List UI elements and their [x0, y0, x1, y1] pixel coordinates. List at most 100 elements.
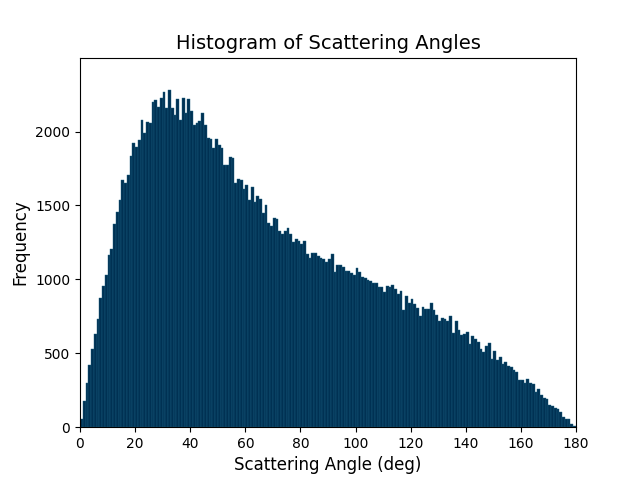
Bar — [460, 335, 463, 427]
Bar — [515, 372, 518, 427]
Bar — [356, 268, 358, 427]
Bar — [499, 358, 502, 427]
Bar — [513, 370, 515, 427]
Bar — [154, 100, 157, 427]
Bar — [557, 409, 559, 427]
Bar — [262, 214, 264, 427]
Bar — [281, 234, 284, 427]
Bar — [372, 284, 375, 427]
Bar — [303, 241, 306, 427]
Bar — [518, 380, 521, 427]
Bar — [438, 321, 441, 427]
Bar — [551, 407, 554, 427]
Bar — [383, 292, 386, 427]
Bar — [323, 259, 325, 427]
Bar — [248, 200, 251, 427]
Bar — [295, 239, 298, 427]
Bar — [358, 272, 361, 427]
Bar — [138, 140, 141, 427]
Bar — [350, 273, 353, 427]
Bar — [118, 200, 122, 427]
Bar — [314, 253, 317, 427]
Bar — [243, 190, 245, 427]
Bar — [143, 132, 146, 427]
Bar — [196, 123, 198, 427]
Bar — [331, 253, 333, 427]
Bar — [403, 310, 405, 427]
Bar — [253, 202, 257, 427]
Bar — [141, 120, 143, 427]
Bar — [430, 303, 433, 427]
Bar — [108, 254, 110, 427]
Bar — [209, 139, 212, 427]
Bar — [168, 90, 171, 427]
Bar — [177, 99, 179, 427]
Bar — [88, 365, 91, 427]
Bar — [232, 157, 234, 427]
Bar — [116, 212, 118, 427]
Bar — [386, 286, 388, 427]
Bar — [559, 412, 562, 427]
Bar — [312, 253, 314, 427]
Bar — [113, 224, 116, 427]
Bar — [441, 318, 444, 427]
Bar — [270, 226, 273, 427]
Bar — [91, 349, 94, 427]
Bar — [471, 336, 474, 427]
Bar — [496, 360, 499, 427]
Bar — [223, 165, 226, 427]
Bar — [502, 364, 504, 427]
Bar — [524, 383, 526, 427]
Bar — [394, 289, 397, 427]
Bar — [317, 256, 320, 427]
Bar — [504, 362, 507, 427]
Bar — [204, 125, 207, 427]
Bar — [493, 351, 496, 427]
Bar — [122, 180, 124, 427]
Bar — [198, 121, 201, 427]
Bar — [146, 122, 149, 427]
Bar — [333, 272, 336, 427]
Bar — [424, 309, 428, 427]
Title: Histogram of Scattering Angles: Histogram of Scattering Angles — [175, 34, 481, 53]
Bar — [573, 426, 576, 427]
Bar — [251, 187, 253, 427]
Bar — [182, 98, 185, 427]
Bar — [163, 92, 165, 427]
Bar — [300, 244, 303, 427]
Bar — [433, 310, 435, 427]
Bar — [264, 205, 268, 427]
Bar — [444, 319, 447, 427]
Bar — [218, 144, 221, 427]
Bar — [221, 148, 223, 427]
Bar — [546, 399, 548, 427]
Bar — [284, 230, 287, 427]
Bar — [237, 179, 240, 427]
Bar — [127, 175, 129, 427]
Bar — [510, 367, 513, 427]
Bar — [287, 228, 289, 427]
Bar — [367, 280, 369, 427]
Bar — [534, 392, 538, 427]
Bar — [419, 316, 422, 427]
Bar — [529, 383, 532, 427]
Bar — [416, 309, 419, 427]
X-axis label: Scattering Angle (deg): Scattering Angle (deg) — [234, 456, 422, 474]
Bar — [397, 294, 399, 427]
Bar — [392, 286, 394, 427]
Bar — [179, 120, 182, 427]
Bar — [160, 98, 163, 427]
Bar — [413, 304, 416, 427]
Bar — [548, 405, 551, 427]
Bar — [165, 108, 168, 427]
Bar — [188, 99, 190, 427]
Bar — [380, 287, 383, 427]
Bar — [422, 307, 424, 427]
Bar — [212, 148, 215, 427]
Bar — [86, 383, 88, 427]
Bar — [361, 277, 364, 427]
Bar — [135, 147, 138, 427]
Bar — [458, 330, 460, 427]
Bar — [306, 254, 308, 427]
Bar — [466, 332, 468, 427]
